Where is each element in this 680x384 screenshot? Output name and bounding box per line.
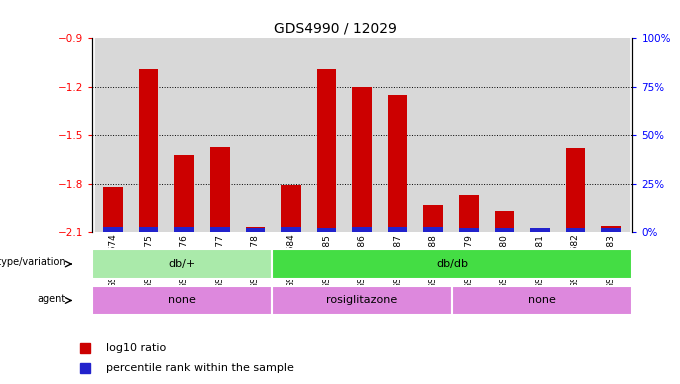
Text: log10 ratio: log10 ratio	[105, 343, 166, 353]
Bar	[415, 38, 451, 232]
Bar	[317, 69, 337, 232]
Bar	[424, 205, 443, 232]
Text: genotype/variation: genotype/variation	[0, 257, 66, 267]
Bar	[139, 69, 158, 232]
Bar	[175, 155, 194, 232]
Bar	[558, 38, 593, 232]
Bar	[139, 227, 158, 232]
Bar	[167, 38, 202, 232]
Bar	[601, 226, 621, 232]
Bar	[388, 95, 407, 232]
Bar	[344, 38, 380, 232]
Bar	[530, 229, 549, 232]
Bar	[237, 38, 273, 232]
Bar	[103, 187, 123, 232]
Bar	[601, 228, 621, 232]
Bar	[309, 38, 344, 232]
Bar	[424, 227, 443, 232]
Bar	[131, 38, 167, 232]
Bar	[566, 148, 585, 232]
Bar	[245, 227, 265, 232]
Bar	[452, 286, 632, 315]
Bar	[272, 249, 632, 279]
Bar	[282, 227, 301, 232]
Bar	[317, 228, 337, 232]
Bar	[459, 195, 479, 232]
Title: GDS4990 / 12029: GDS4990 / 12029	[273, 22, 396, 36]
Bar	[92, 286, 272, 315]
Bar	[92, 249, 272, 279]
Text: db/+: db/+	[168, 259, 196, 269]
Bar	[487, 38, 522, 232]
Text: none: none	[168, 295, 196, 306]
Bar	[494, 228, 514, 232]
Bar	[388, 227, 407, 232]
Bar	[380, 38, 415, 232]
Bar	[272, 286, 452, 315]
Bar	[245, 228, 265, 232]
Bar	[530, 228, 549, 232]
Text: agent: agent	[38, 294, 66, 304]
Bar	[95, 38, 131, 232]
Bar	[103, 227, 123, 232]
Bar	[210, 147, 230, 232]
Bar	[522, 38, 558, 232]
Bar	[175, 227, 194, 232]
Text: rosiglitazone: rosiglitazone	[326, 295, 398, 306]
Text: db/db: db/db	[436, 259, 469, 269]
Bar	[202, 38, 237, 232]
Bar	[273, 38, 309, 232]
Text: none: none	[528, 295, 556, 306]
Bar	[282, 185, 301, 232]
Bar	[494, 211, 514, 232]
Bar	[459, 228, 479, 232]
Bar	[210, 227, 230, 232]
Bar	[352, 87, 372, 232]
Text: percentile rank within the sample: percentile rank within the sample	[105, 362, 294, 373]
Bar	[451, 38, 487, 232]
Bar	[593, 38, 629, 232]
Bar	[566, 228, 585, 232]
Bar	[352, 227, 372, 232]
